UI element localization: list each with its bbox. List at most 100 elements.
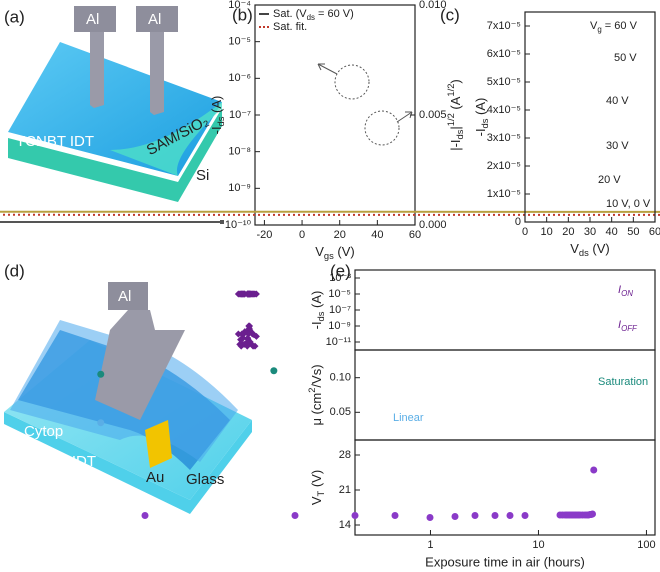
al-electrode: [95, 310, 185, 420]
text-part: (A): [209, 96, 224, 117]
panel-label: (a): [4, 7, 25, 26]
y-tick-label: 1x10⁻⁵: [487, 188, 521, 200]
marker: [244, 334, 252, 342]
x-tick-label: 10: [541, 226, 553, 238]
text-part: (A: [448, 96, 463, 113]
x-tick-label: 20: [562, 226, 574, 238]
schematic-a: (a) Al Al TCNBT IDT SAM/SiO₂ Si: [4, 6, 222, 202]
marker: [234, 290, 242, 298]
series-label: 10 V, 0 V: [606, 198, 651, 210]
series-label: 20 V: [598, 174, 621, 186]
y-tick-label: 2x10⁻⁵: [487, 160, 521, 172]
y-tick-label: 10⁻⁸: [228, 146, 251, 158]
y-tick-label: 10⁻¹¹: [326, 336, 352, 348]
marker: [451, 513, 459, 520]
label: Au: [146, 469, 164, 486]
label: Glass: [186, 471, 224, 488]
y-tick-label: 0.10: [330, 372, 351, 384]
x-tick-label: 40: [371, 229, 383, 241]
au-electrode: [145, 420, 172, 468]
plot-frame: [354, 269, 656, 351]
series-label: Vg = 60 V: [590, 20, 638, 34]
y-axis-label: μ (cm2/Vs): [307, 364, 324, 425]
text-part: gs: [324, 251, 334, 261]
series-label: IOFF: [618, 319, 638, 333]
text-part: g: [597, 25, 601, 34]
y-tick-label: 10⁻⁵: [328, 288, 351, 300]
text-part: V: [590, 20, 598, 32]
marker: [141, 512, 149, 519]
y-tick-label: 0: [515, 216, 521, 228]
schematic-d: (d) Al Cytop TCNBT IDT Au Glass: [4, 261, 252, 514]
plot-frame: [524, 11, 656, 223]
text-part: ds: [307, 13, 315, 22]
label: Cytop: [24, 423, 63, 440]
y-tick-label: 4x10⁻⁵: [487, 104, 521, 116]
x-tick-label: 60: [649, 226, 660, 238]
text-part: 2: [307, 388, 317, 393]
x-tick-label: 10: [532, 539, 544, 551]
text-part: ON: [621, 289, 633, 298]
plot-frame: [254, 4, 416, 226]
series-label: ION: [618, 284, 633, 298]
text-part: (A): [309, 291, 324, 312]
x-tick-label: -20: [256, 229, 272, 241]
text-part: |: [448, 126, 463, 129]
annotations-b: [317, 63, 413, 146]
marker: [97, 419, 105, 427]
marker: [270, 367, 278, 375]
x-tick-label: 60: [409, 229, 421, 241]
text-part: ds: [316, 311, 326, 321]
y2-axis-label: |-Ids|1/2 (A1/2): [446, 79, 465, 151]
x-tick-label: 0: [299, 229, 305, 241]
text-part: (V): [334, 244, 355, 259]
text-part: V: [570, 241, 579, 256]
panel-label: (e): [330, 261, 351, 280]
marker: [491, 512, 499, 519]
y-tick-label: 6x10⁻⁵: [487, 48, 521, 60]
y-tick-label: 0.05: [330, 406, 351, 418]
text-part: -I: [209, 126, 224, 134]
si-substrate: [8, 108, 222, 202]
text-part: I: [618, 284, 621, 296]
y-tick-label: 10⁻⁹: [228, 182, 251, 194]
y2-tick-label: 0.000: [419, 219, 447, 231]
y-tick-label: 3x10⁻⁵: [487, 132, 521, 144]
marker: [426, 514, 434, 521]
y-axis-label: -Ids (A): [473, 98, 490, 137]
y-tick-label: 10⁻⁴: [228, 0, 251, 11]
panel-label: (d): [4, 261, 25, 280]
text-part: 1/2: [446, 84, 456, 97]
text-part: = 60 V: [602, 20, 638, 32]
text-part: V: [309, 496, 324, 505]
text-part: Sat. (V: [273, 8, 307, 20]
marker: [237, 336, 245, 344]
electrode: [150, 30, 164, 115]
text-part: (V): [589, 241, 610, 256]
plot-frame: [354, 349, 656, 441]
y-tick-label: 5x10⁻⁵: [487, 76, 521, 88]
text-part: /Vs): [309, 364, 324, 387]
text-part: ): [448, 79, 463, 83]
y-tick-label: 10⁻⁷: [229, 109, 251, 121]
panel-label: (c): [440, 5, 460, 24]
series-label: 40 V: [606, 95, 629, 107]
x-tick-label: 0: [522, 226, 528, 238]
y-axis-label: -Ids (A): [309, 291, 326, 330]
marker: [556, 511, 564, 519]
text-part: 1/2: [446, 113, 456, 126]
marker: [291, 512, 299, 519]
y-tick-label: 10⁻⁵: [228, 36, 251, 48]
marker: [220, 220, 224, 224]
series-label: Linear: [393, 412, 424, 424]
text-part: (V): [309, 470, 324, 491]
marker: [351, 512, 359, 519]
electrode: [90, 30, 104, 108]
y-tick-label: 14: [339, 519, 351, 531]
panel-label: (b): [232, 5, 253, 24]
x-tick-label: 50: [627, 226, 639, 238]
label: Si: [196, 167, 209, 184]
text-part: = 60 V): [315, 8, 354, 20]
legend-label: Sat. fit.: [273, 21, 307, 33]
